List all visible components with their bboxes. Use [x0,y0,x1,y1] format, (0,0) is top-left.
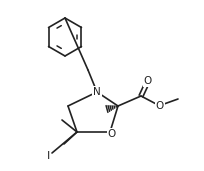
Text: O: O [108,129,116,139]
Text: N: N [93,87,101,97]
Text: I: I [46,151,50,161]
Text: O: O [156,101,164,111]
Text: O: O [144,76,152,86]
